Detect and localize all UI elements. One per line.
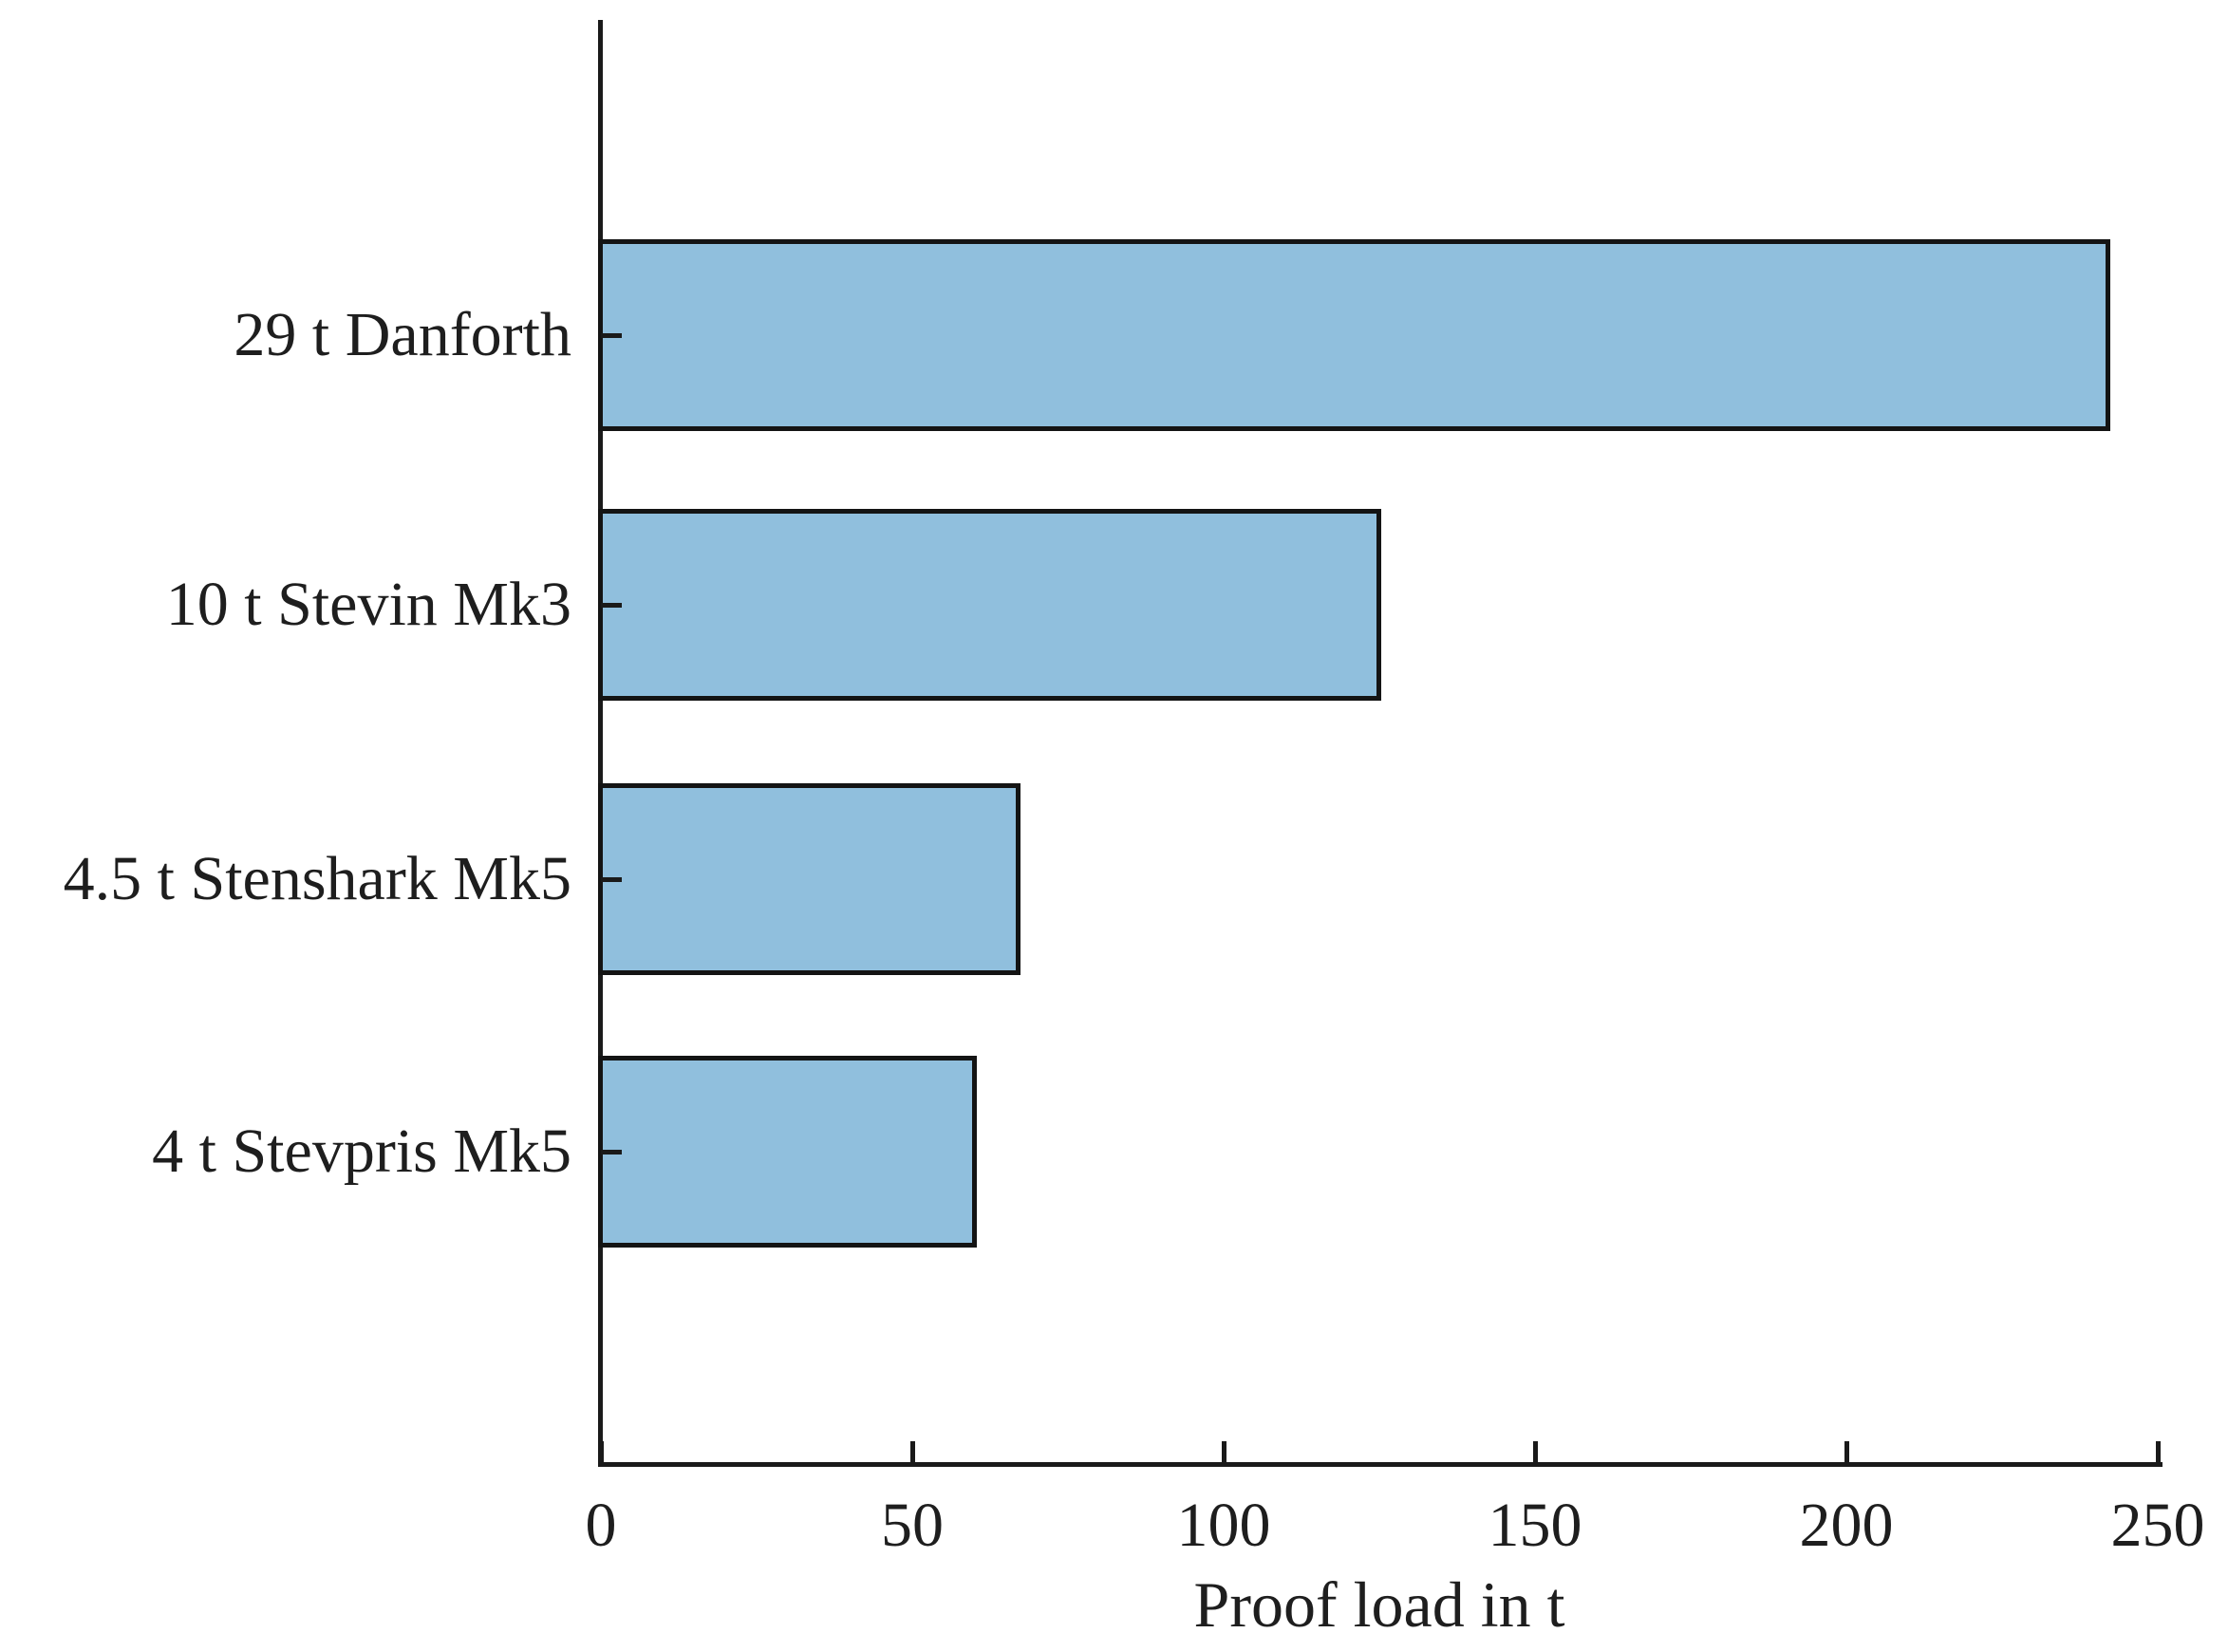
- x-tick-100: [1222, 1441, 1226, 1462]
- category-label-stevin-mk3: 10 t Stevin Mk3: [165, 570, 571, 639]
- bar-0: [598, 239, 2110, 431]
- category-label-stenshark-mk5: 4.5 t Stenshark Mk5: [63, 844, 571, 913]
- x-tick-label-150: 150: [1488, 1491, 1582, 1560]
- x-tick-label-100: 100: [1176, 1491, 1271, 1560]
- x-axis-title: Proof load in t: [1193, 1568, 1565, 1641]
- x-tick-label-0: 0: [585, 1491, 617, 1560]
- x-tick-250: [2156, 1441, 2161, 1462]
- x-tick-label-50: 50: [881, 1491, 944, 1560]
- x-tick-label-200: 200: [1799, 1491, 1894, 1560]
- bar-3: [598, 1056, 977, 1248]
- bar-1: [598, 509, 1381, 701]
- x-tick-50: [910, 1441, 915, 1462]
- y-tick-0: [601, 333, 622, 338]
- x-axis-line: [598, 1462, 2162, 1467]
- x-tick-0: [599, 1441, 604, 1462]
- x-tick-label-250: 250: [2110, 1491, 2205, 1560]
- x-tick-200: [1844, 1441, 1849, 1462]
- bar-2: [598, 783, 1020, 975]
- x-tick-150: [1533, 1441, 1538, 1462]
- y-tick-3: [601, 1150, 622, 1155]
- y-tick-1: [601, 603, 622, 608]
- y-axis-line: [598, 20, 603, 1467]
- category-label-danforth: 29 t Danforth: [234, 300, 571, 369]
- category-label-stevpris-mk5: 4 t Stevpris Mk5: [152, 1117, 571, 1186]
- y-tick-2: [601, 877, 622, 882]
